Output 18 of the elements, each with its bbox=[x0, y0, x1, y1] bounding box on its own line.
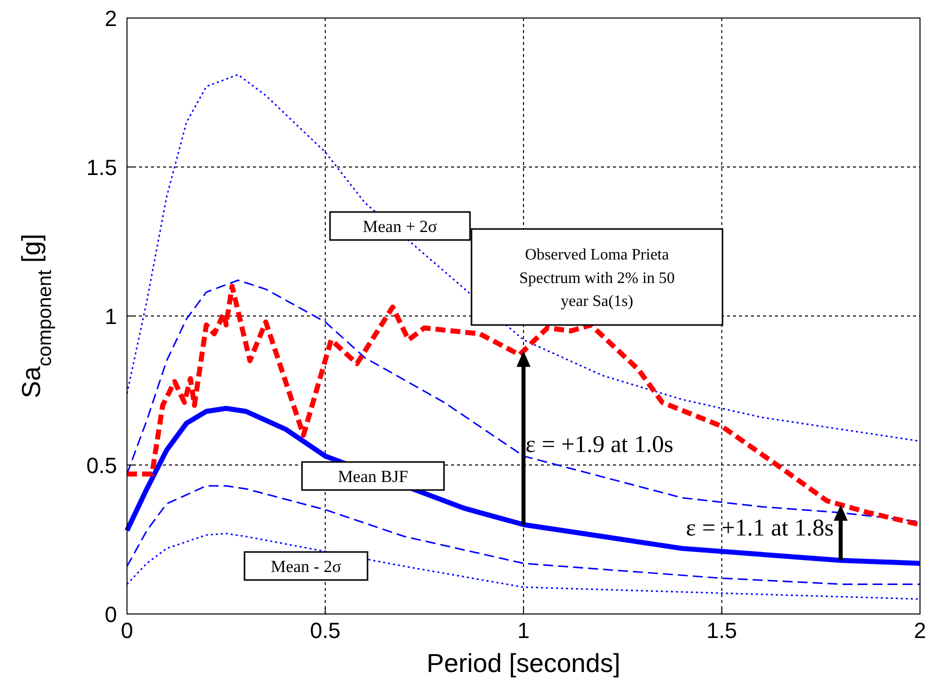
y-tick-label: 0.5 bbox=[86, 453, 117, 478]
y-tick-label: 1.5 bbox=[86, 155, 117, 180]
x-tick-label: 0 bbox=[120, 618, 134, 643]
x-tick-label: 2 bbox=[914, 618, 926, 643]
annotation: Observed Loma Prieta Spectrum with 2% in 50 year Sa(1s) bbox=[519, 246, 675, 310]
x-tick-label: 1.5 bbox=[706, 618, 738, 643]
x-axis-title: Period [seconds] bbox=[426, 648, 620, 678]
annotation: Mean BJF bbox=[338, 467, 408, 486]
y-tick-label: 0 bbox=[104, 602, 117, 627]
annotation: Mean - 2σ bbox=[270, 557, 342, 576]
y-tick-label: 2 bbox=[104, 6, 117, 31]
annotation: ε = +1.9 at 1.0s bbox=[526, 432, 674, 458]
x-tick-label: 0.5 bbox=[310, 618, 341, 643]
annotation: Mean + 2σ bbox=[362, 217, 438, 236]
annotation: ε = +1.1 at 1.8s bbox=[686, 516, 834, 542]
x-tick-label: 1 bbox=[517, 618, 530, 643]
y-tick-label: 1 bbox=[104, 304, 117, 329]
line-series bbox=[126, 485, 921, 585]
